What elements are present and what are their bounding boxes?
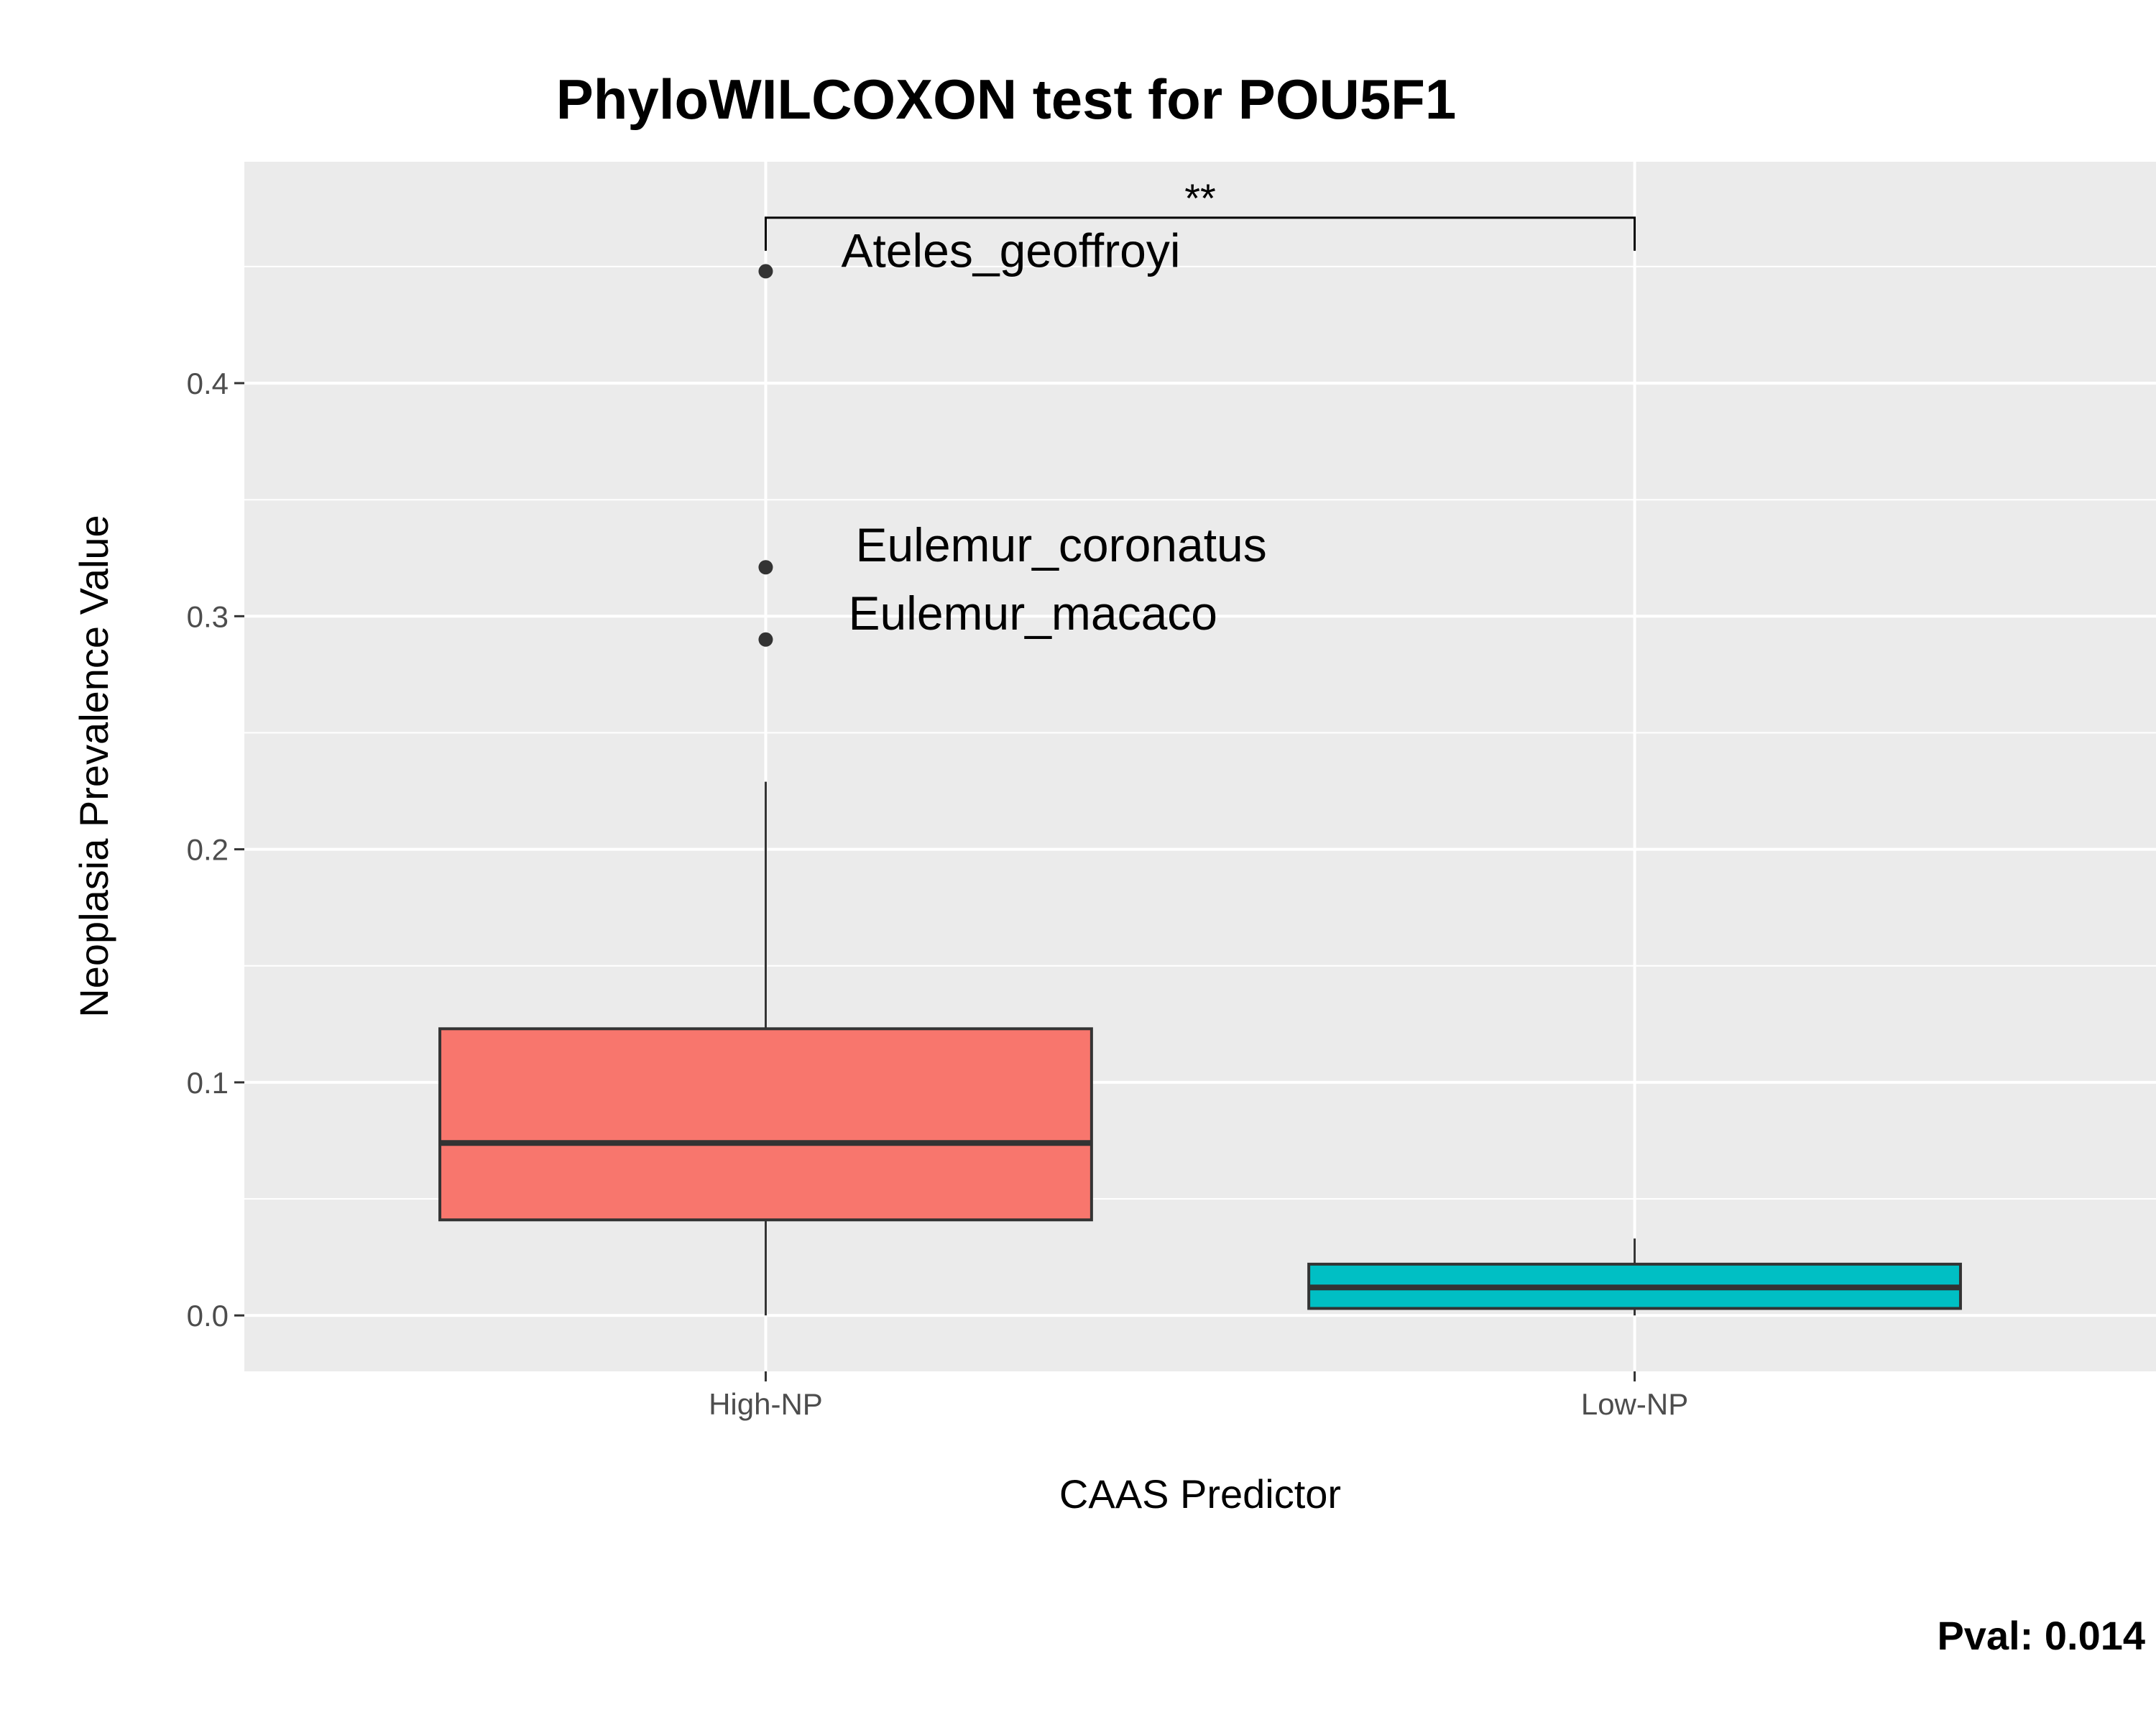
outlier-point (758, 632, 773, 647)
y-axis-title: Neoplasia Prevalence Value (71, 515, 116, 1017)
x-axis: High-NP Low-NP (709, 1371, 1688, 1421)
y-tick-label: 0.3 (187, 599, 229, 633)
outlier-label: Eulemur_coronatus (855, 518, 1266, 571)
outlier-point (758, 560, 773, 575)
x-axis-title: CAAS Predictor (1059, 1471, 1341, 1517)
pval-annotation: Pval: 0.014 (1937, 1613, 2145, 1658)
outlier-label: Ateles_geoffroyi (841, 224, 1180, 277)
y-tick-label: 0.2 (187, 833, 229, 867)
outlier-point (758, 264, 773, 279)
annotations: Ateles_geoffroyi Eulemur_coronatus Eulemur… (764, 175, 1636, 640)
y-tick-label: 0.1 (187, 1066, 229, 1100)
outlier-label: Eulemur_macaco (848, 586, 1217, 640)
chart-title: PhyloWILCOXON test for POU5F1 (556, 68, 1456, 131)
y-tick-label: 0.4 (187, 367, 229, 400)
boxplots (438, 264, 1962, 1316)
y-axis: 0.0 0.1 0.2 0.3 0.4 (187, 367, 244, 1333)
box-body (438, 1027, 1093, 1222)
y-tick-label: 0.0 (187, 1299, 229, 1333)
significance-bracket (764, 216, 1636, 251)
box-Low-NP (1307, 1238, 1962, 1316)
significance-label: ** (1184, 175, 1216, 221)
x-tick-label: Low-NP (1581, 1387, 1688, 1421)
x-tick-label: High-NP (709, 1387, 823, 1421)
box-High-NP (438, 264, 1093, 1316)
